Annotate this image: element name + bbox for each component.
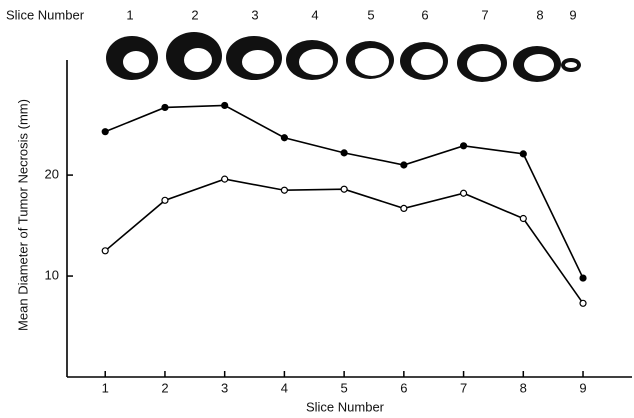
data-point (520, 151, 526, 157)
y-axis-label: Mean Diameter of Tumor Necrosis (mm) (15, 99, 30, 331)
data-point (401, 162, 407, 168)
series-line (105, 179, 583, 303)
data-point (162, 104, 168, 110)
top-label: Slice Number (6, 7, 85, 22)
data-point (401, 205, 407, 211)
data-point (162, 197, 168, 203)
data-point (461, 143, 467, 149)
data-point (580, 300, 586, 306)
x-tick-label: 8 (520, 380, 527, 395)
x-tick-label: 3 (221, 380, 228, 395)
x-tick-label: 7 (460, 380, 467, 395)
data-point (102, 248, 108, 254)
x-axis-label: Slice Number (306, 399, 385, 414)
data-point (580, 275, 586, 281)
data-point (341, 186, 347, 192)
chart: Slice Number Slice Number Mean Diameter … (0, 0, 634, 418)
slice-number: 1 (126, 7, 133, 22)
x-tick-label: 2 (161, 380, 168, 395)
data-point (222, 176, 228, 182)
x-tick-label: 9 (579, 380, 586, 395)
slice-number: 2 (191, 7, 198, 22)
data-point (102, 129, 108, 135)
slice-number: 8 (536, 7, 543, 22)
slice-number: 7 (481, 7, 488, 22)
y-tick-label: 10 (45, 267, 59, 282)
data-point (281, 187, 287, 193)
x-tick-label: 5 (341, 380, 348, 395)
slice-number: 9 (569, 7, 576, 22)
y-tick-label: 20 (45, 167, 59, 182)
slice-drawings (106, 32, 581, 82)
slice-number: 5 (367, 7, 374, 22)
data-point (341, 150, 347, 156)
slice-number: 6 (421, 7, 428, 22)
data-point (222, 102, 228, 108)
slice-number: 4 (311, 7, 318, 22)
slice-number: 3 (251, 7, 258, 22)
data-point (520, 216, 526, 222)
x-tick-label: 1 (102, 380, 109, 395)
x-tick-label: 6 (400, 380, 407, 395)
data-point (281, 135, 287, 141)
x-tick-label: 4 (281, 380, 288, 395)
data-point (461, 190, 467, 196)
